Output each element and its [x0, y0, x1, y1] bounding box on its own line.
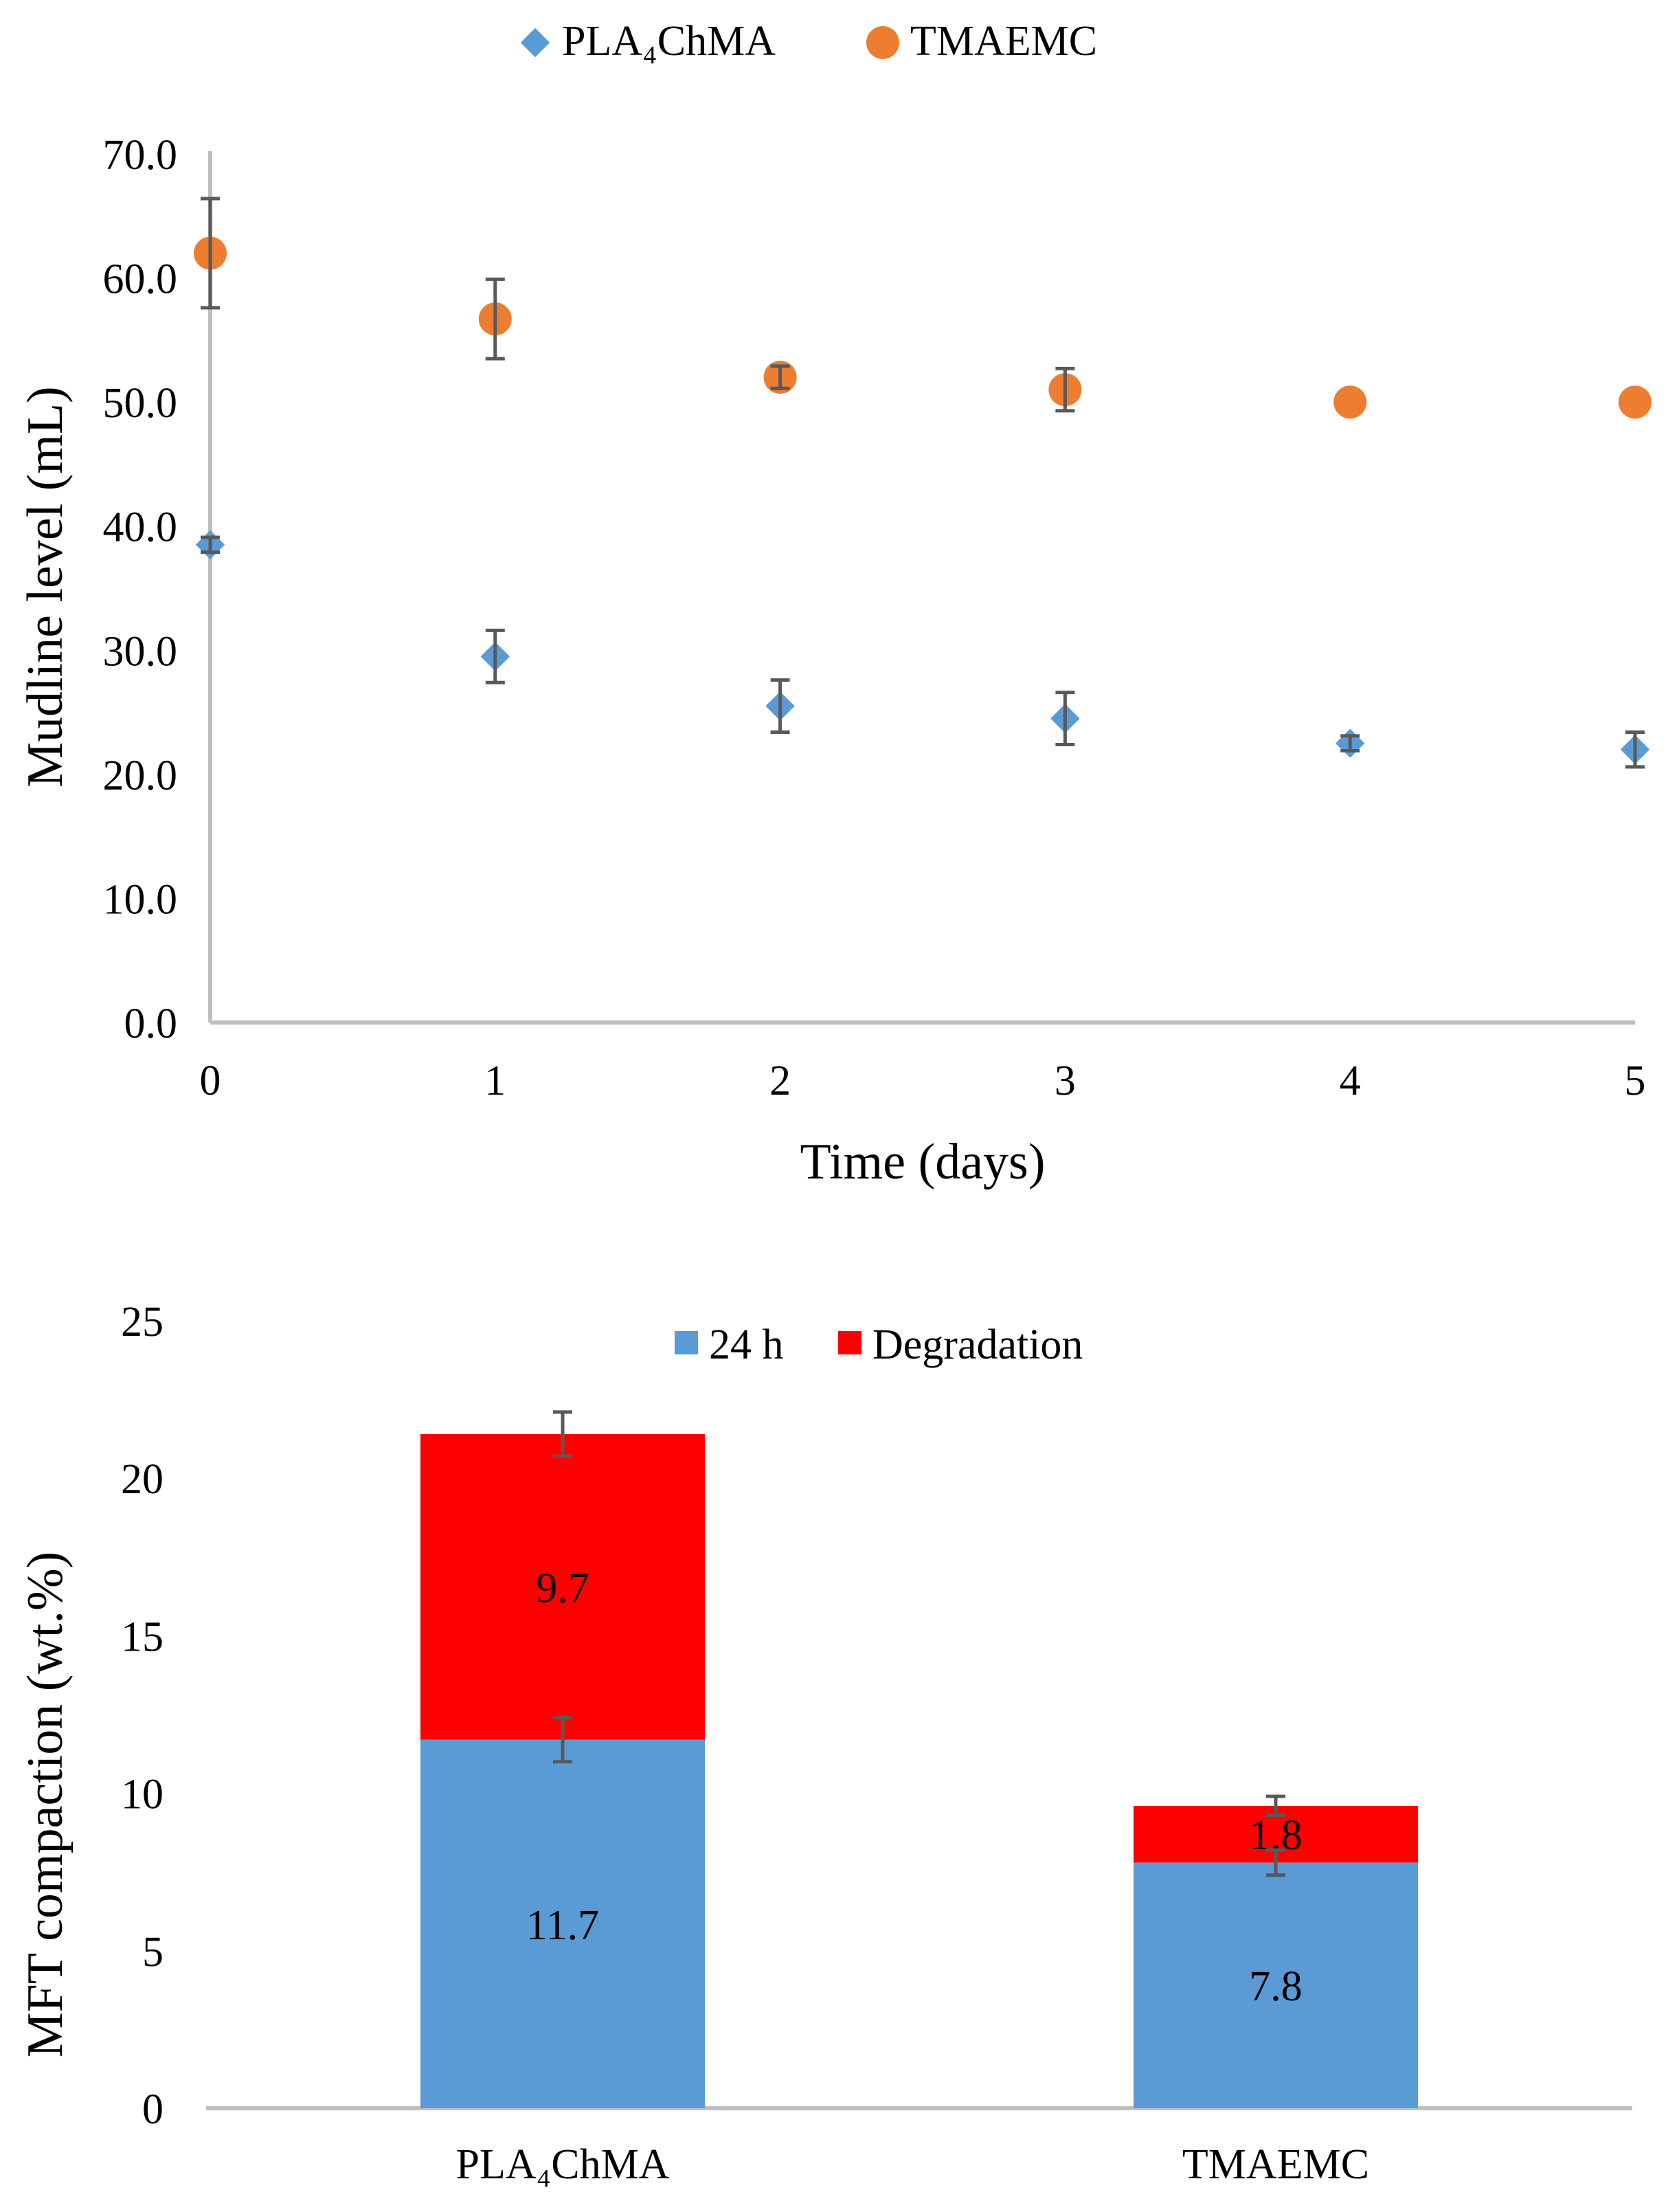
data-point-tmaemc	[1333, 386, 1367, 419]
bar-degradation-0	[420, 1434, 705, 1740]
data-point-tmaemc	[1619, 386, 1652, 419]
y-tick-label: 20.0	[103, 752, 178, 799]
legend-swatch-degradation	[838, 1331, 861, 1354]
legend-swatch-24h	[675, 1331, 698, 1354]
chart2-bars: 11.79.77.81.8	[420, 1410, 1418, 2108]
y-tick-label: 40.0	[103, 504, 178, 551]
error-bar	[1266, 1794, 1285, 1818]
y-tick-label: 0	[142, 2086, 164, 2133]
error-bar	[770, 678, 790, 734]
bar-24h-1	[1134, 1862, 1418, 2108]
error-bar	[1055, 691, 1075, 747]
chart1-y-tick-labels: 0.0 10.0 20.0 30.0 40.0 50.0 60.0 70.0	[103, 132, 178, 1047]
y-tick-label: 5	[142, 1929, 164, 1976]
bar-value-label: 7.8	[1249, 1963, 1303, 2010]
bar-24h-0	[420, 1739, 705, 2108]
x-tick-label: 2	[769, 1058, 791, 1104]
error-bar	[1625, 730, 1645, 769]
error-bar	[485, 628, 505, 684]
y-tick-label: 50.0	[103, 380, 178, 427]
y-tick-label: 25	[121, 1299, 164, 1345]
mudline-level-chart: PLA₄ChMA TMAEMC 0.0 10.0 20.0 30.0 40.0 50.0 6…	[17, 18, 1652, 1190]
y-tick-label: 15	[121, 1613, 164, 1660]
error-bar	[201, 197, 220, 310]
y-tick-label: 30.0	[103, 628, 178, 675]
x-tick-label: 4	[1340, 1058, 1361, 1104]
legend-entry-tmaemc[interactable]: TMAEMC	[866, 18, 1097, 65]
legend-entry-24h[interactable]: 24 h	[675, 1321, 784, 1368]
error-bar	[553, 1410, 572, 1458]
legend-entry-degradation[interactable]: Degradation	[838, 1321, 1083, 1368]
chart2-y-axis-title: MFT compaction (wt.%)	[17, 1552, 74, 2057]
legend-label-pla4chma: PLA₄ChMA	[562, 18, 776, 65]
y-tick-label: 0.0	[124, 1001, 178, 1047]
error-bar	[1340, 734, 1360, 753]
y-tick-label: 60.0	[103, 256, 178, 303]
error-bar	[1266, 1848, 1285, 1877]
bar-value-label: 11.7	[526, 1902, 599, 1949]
y-tick-label: 10	[121, 1772, 164, 1818]
y-tick-label: 20	[121, 1456, 164, 1503]
chart2-y-tick-labels: 0 5 10 15 20 25	[121, 1299, 164, 2133]
legend-label-24h: 24 h	[709, 1321, 784, 1368]
category-label: PLA₄ChMA	[456, 2141, 670, 2188]
legend-label-tmaemc: TMAEMC	[910, 18, 1097, 65]
x-tick-label: 1	[484, 1058, 506, 1104]
bar-value-label: 9.7	[536, 1565, 589, 1611]
category-label: TMAEMC	[1182, 2141, 1369, 2188]
error-bar	[201, 535, 220, 555]
legend-circle-marker	[866, 26, 899, 59]
chart2-legend: 24 h Degradation	[675, 1321, 1083, 1368]
error-bar	[553, 1716, 572, 1764]
x-tick-label: 0	[200, 1058, 221, 1104]
y-tick-label: 70.0	[103, 132, 178, 179]
error-bar	[485, 277, 505, 361]
x-tick-label: 5	[1625, 1058, 1646, 1104]
error-bar	[770, 364, 790, 390]
chart1-x-axis-title: Time (days)	[800, 1134, 1046, 1190]
chart2-category-labels: PLA₄ChMA TMAEMC	[456, 2141, 1370, 2188]
chart1-data-points	[194, 197, 1652, 769]
legend-label-degradation: Degradation	[872, 1321, 1083, 1368]
chart1-legend: PLA₄ChMA TMAEMC	[520, 18, 1097, 65]
chart1-x-tick-labels: 0 1 2 3 4 5	[200, 1058, 1646, 1104]
y-tick-label: 10.0	[103, 876, 178, 923]
chart1-y-axis-title: Mudline level (mL)	[17, 386, 74, 787]
x-tick-label: 3	[1055, 1058, 1076, 1104]
error-bar	[1055, 366, 1075, 413]
